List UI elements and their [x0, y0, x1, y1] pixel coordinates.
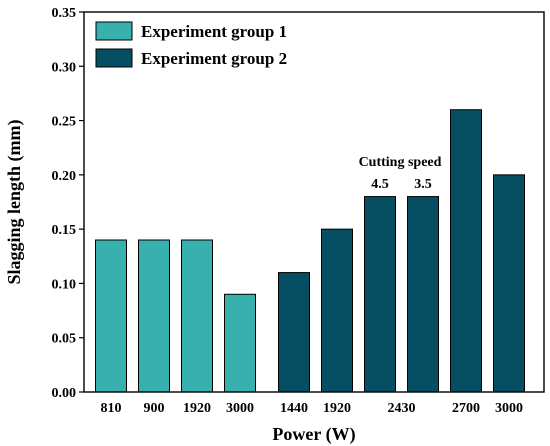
- legend-label-group-2: Experiment group 2: [141, 49, 287, 68]
- x-tick-label: 900: [144, 401, 165, 416]
- x-tick-label: 1920: [183, 401, 211, 416]
- x-tick-label: 3000: [226, 401, 254, 416]
- x-tick-labels: 810 900 1920 3000 1440 1920 2700 3000 2430: [101, 401, 524, 416]
- bar-10: [493, 174, 525, 393]
- legend-swatch-group-1: [95, 21, 133, 41]
- bars: [95, 109, 525, 393]
- y-axis-title: Slagging length (mm): [4, 119, 25, 284]
- y-tick-label: 0.00: [52, 386, 77, 401]
- y-tick-label: 0.20: [52, 169, 77, 184]
- bar-1: [95, 239, 127, 393]
- x-tick-label: 1440: [280, 401, 308, 416]
- plot-frame: [83, 11, 545, 393]
- x-tick-label: 2430: [388, 401, 416, 416]
- x-tick-label: 2700: [452, 401, 480, 416]
- tick-marks: [79, 11, 84, 393]
- bar-3: [181, 239, 213, 393]
- legend-label-group-1: Experiment group 1: [141, 22, 287, 41]
- bar-6: [321, 228, 353, 393]
- x-tick-label: 1920: [323, 401, 351, 416]
- cutting-speed-annotation: Cutting speed 4.5 3.5: [359, 155, 442, 192]
- x-axis-title: Power (W): [272, 424, 355, 445]
- legend: Experiment group 1 Experiment group 2: [95, 21, 287, 68]
- annotation-left-value: 4.5: [371, 177, 389, 192]
- bar-7: [364, 196, 396, 393]
- annotation-title: Cutting speed: [359, 155, 442, 170]
- bar-9: [450, 109, 482, 393]
- y-tick-label: 0.15: [52, 223, 77, 238]
- y-tick-label: 0.10: [52, 277, 77, 292]
- x-tick-label: 3000: [495, 401, 523, 416]
- annotation-right-value: 3.5: [414, 177, 432, 192]
- y-tick-label: 0.35: [52, 6, 77, 21]
- legend-swatch-group-2: [95, 48, 133, 68]
- y-tick-label: 0.30: [52, 60, 77, 75]
- y-tick-labels: 0.00 0.05 0.10 0.15 0.20 0.25 0.30 0.35: [52, 6, 77, 401]
- bar-2: [138, 239, 170, 393]
- bar-8: [407, 196, 439, 393]
- bar-5: [278, 272, 310, 393]
- bar-4: [224, 293, 256, 393]
- y-tick-label: 0.05: [52, 332, 77, 347]
- y-tick-label: 0.25: [52, 115, 77, 130]
- x-tick-label: 810: [101, 401, 122, 416]
